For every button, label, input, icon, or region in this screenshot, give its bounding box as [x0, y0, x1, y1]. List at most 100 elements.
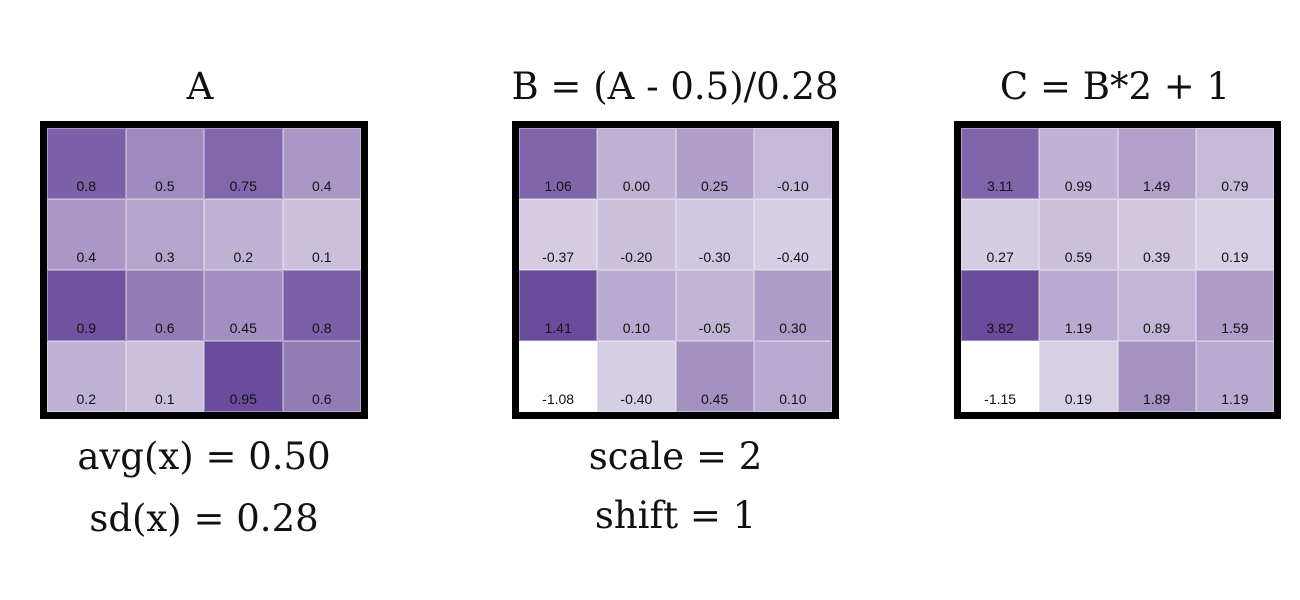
panel-b-title: B = (A - 0.5)/0.28 — [511, 65, 839, 108]
panel-b-cell: -0.40 — [753, 199, 832, 270]
panel-b-cell: -0.37 — [519, 199, 598, 270]
panel-a-cell: 0.8 — [282, 270, 361, 341]
panel-b-cell: -0.40 — [597, 341, 676, 412]
panel-c-cell: 1.19 — [1039, 270, 1118, 341]
panel-a-cell: 0.2 — [47, 341, 126, 412]
panel-c-cell: 0.19 — [1195, 199, 1274, 270]
panel-b-cell: 1.41 — [519, 270, 598, 341]
panel-b-cell: 1.06 — [519, 128, 598, 199]
panel-c-cell: 0.79 — [1195, 128, 1274, 199]
cell-value: 1.59 — [1221, 320, 1249, 336]
cell-value: 0.27 — [986, 249, 1014, 265]
panel-b-cell: -0.30 — [675, 199, 754, 270]
cell-value: 1.19 — [1064, 320, 1092, 336]
cell-value: 0.19 — [1221, 249, 1249, 265]
panel-b-caption-shift: shift = 1 — [594, 494, 757, 537]
cell-value: 0.30 — [779, 320, 807, 336]
cell-value: 0.45 — [701, 391, 729, 407]
panel-a-cell: 0.6 — [282, 341, 361, 412]
panel-b-cell: 0.25 — [675, 128, 754, 199]
panel-c-title: C = B*2 + 1 — [999, 65, 1231, 108]
panel-c-cell: 1.89 — [1117, 341, 1196, 412]
cell-value: 0.99 — [1064, 178, 1092, 194]
cell-value: 0.95 — [229, 391, 257, 407]
cell-value: 0.4 — [76, 249, 96, 265]
panel-a-caption-sd: sd(x) = 0.28 — [89, 497, 319, 540]
panel-c-cell: 3.82 — [961, 270, 1040, 341]
panel-b-cell: -1.08 — [519, 341, 598, 412]
panel-a-cell: 0.8 — [47, 128, 126, 199]
panel-c-cell: 0.19 — [1039, 341, 1118, 412]
cell-value: 0.59 — [1064, 249, 1092, 265]
cell-value: -0.40 — [620, 391, 653, 407]
panel-c-cell: -1.15 — [961, 341, 1040, 412]
panel-a-cell: 0.5 — [125, 128, 204, 199]
panel-c-cell: 0.89 — [1117, 270, 1196, 341]
cell-value: 0.4 — [312, 178, 332, 194]
panel-a-cell: 0.45 — [204, 270, 283, 341]
panel-b-cell: 0.30 — [753, 270, 832, 341]
panel-a-cell: 0.1 — [282, 199, 361, 270]
panel-c-grid: 3.11 0.99 1.49 0.79 0.27 0.59 0.39 0.19 3.82 1.19… — [954, 121, 1281, 419]
panel-a-cell: 0.1 — [125, 341, 204, 412]
panel-b-cell: -0.10 — [753, 128, 832, 199]
cell-value: 0.5 — [155, 178, 175, 194]
cell-value: 0.10 — [779, 391, 807, 407]
panel-c-cell: 0.59 — [1039, 199, 1118, 270]
cell-value: 0.2 — [76, 391, 96, 407]
cell-value: 0.8 — [312, 320, 332, 336]
cell-value: 0.6 — [155, 320, 175, 336]
cell-value: -0.37 — [542, 249, 575, 265]
cell-value: 0.89 — [1143, 320, 1171, 336]
cell-value: -1.15 — [984, 391, 1017, 407]
panel-c-cell: 0.99 — [1039, 128, 1118, 199]
cell-value: 1.41 — [544, 320, 572, 336]
cell-value: 3.82 — [986, 320, 1014, 336]
panel-b-cell: -0.20 — [597, 199, 676, 270]
panel-a-cell: 0.75 — [204, 128, 283, 199]
panel-b-cell: 0.10 — [753, 341, 832, 412]
cell-value: 0.1 — [312, 249, 332, 265]
cell-value: 0.9 — [76, 320, 96, 336]
panel-a-cell: 0.6 — [125, 270, 204, 341]
cell-value: 0.10 — [622, 320, 650, 336]
panel-a-title: A — [186, 65, 214, 108]
panel-c-cell: 0.27 — [961, 199, 1040, 270]
cell-value: 1.19 — [1221, 391, 1249, 407]
panel-c-cell: 1.19 — [1195, 341, 1274, 412]
cell-value: -0.05 — [698, 320, 731, 336]
panel-c-cell: 1.59 — [1195, 270, 1274, 341]
panel-b-grid: 1.06 0.00 0.25 -0.10 -0.37 -0.20 -0.30 -0.40 1.4… — [512, 121, 839, 419]
panel-b-cell: 0.00 — [597, 128, 676, 199]
panel-a-cell: 0.95 — [204, 341, 283, 412]
panel-a-cell: 0.9 — [47, 270, 126, 341]
cell-value: 1.06 — [544, 178, 572, 194]
panel-b-cell: 0.45 — [675, 341, 754, 412]
panel-b-cell: -0.05 — [675, 270, 754, 341]
panel-c-cell: 0.39 — [1117, 199, 1196, 270]
cell-value: -0.40 — [776, 249, 809, 265]
panel-c-cell: 1.49 — [1117, 128, 1196, 199]
cell-value: 3.11 — [987, 178, 1014, 194]
panel-a-cell: 0.2 — [204, 199, 283, 270]
panel-b-caption-scale: scale = 2 — [588, 435, 763, 478]
cell-value: 0.75 — [229, 178, 257, 194]
cell-value: -0.10 — [776, 178, 809, 194]
panel-a-caption-avg: avg(x) = 0.50 — [77, 435, 331, 478]
cell-value: 0.79 — [1221, 178, 1249, 194]
cell-value: 0.3 — [155, 249, 175, 265]
cell-value: -0.20 — [620, 249, 653, 265]
cell-value: 0.45 — [229, 320, 257, 336]
cell-value: 0.1 — [155, 391, 175, 407]
cell-value: 0.2 — [233, 249, 253, 265]
cell-value: -1.08 — [542, 391, 575, 407]
panel-a-cell: 0.4 — [47, 199, 126, 270]
cell-value: 0.39 — [1143, 249, 1171, 265]
cell-value: 1.89 — [1143, 391, 1171, 407]
cell-value: -0.30 — [698, 249, 731, 265]
cell-value: 0.25 — [701, 178, 729, 194]
panel-a-cell: 0.3 — [125, 199, 204, 270]
cell-value: 1.49 — [1143, 178, 1171, 194]
panel-a-cell: 0.4 — [282, 128, 361, 199]
panel-a-grid: 0.8 0.5 0.75 0.4 0.4 0.3 0.2 0.1 0.9 0.6 0.45 0.8 0.… — [40, 121, 368, 419]
